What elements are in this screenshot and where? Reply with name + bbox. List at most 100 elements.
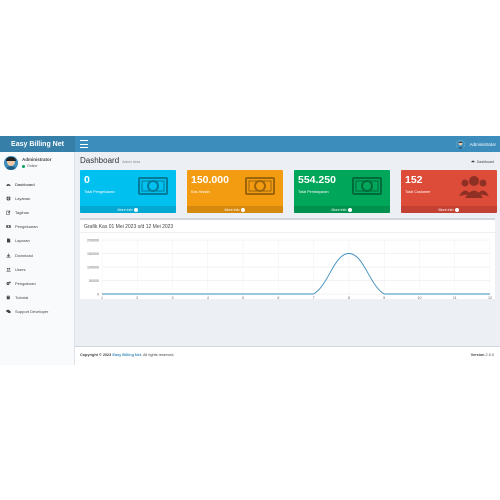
rights-text: All rights reserved.	[142, 353, 175, 357]
sidebar-item-label: Laporan	[15, 238, 30, 244]
box-label: Total Pembayaran	[298, 190, 329, 194]
sidebar-item-label: Pengeluaran	[15, 224, 38, 230]
x-tick-label: 11	[453, 296, 457, 300]
money-icon	[138, 174, 168, 198]
x-tick-label: 6	[277, 296, 279, 300]
series-line	[102, 253, 490, 295]
arrow-circle-right-icon	[134, 207, 139, 212]
sidebar-item-download[interactable]: Download	[0, 248, 75, 262]
box-label: Kas Harian	[191, 190, 210, 194]
money-icon	[6, 224, 11, 229]
x-tick-label: 10	[417, 296, 421, 300]
dashboard-icon	[471, 159, 475, 164]
arrow-circle-right-icon	[348, 207, 353, 212]
sidebar-item-label: Download	[15, 252, 33, 258]
app-logo[interactable]: Easy Billing Net	[0, 136, 75, 152]
box-value: 554.250	[298, 174, 336, 186]
x-tick-label: 1	[101, 296, 103, 300]
box-value: 0	[84, 174, 90, 186]
version-number: 2.0.0	[485, 353, 494, 357]
more-info-link[interactable]: More info	[401, 206, 497, 213]
sidebar-item-tagihan[interactable]: Tagihan	[0, 205, 75, 219]
x-tick-label: 4	[207, 296, 209, 300]
sidebar-toggle-icon[interactable]	[80, 140, 88, 148]
y-tick-label: 0	[97, 292, 99, 296]
small-box-total-pengeluaran: 0 Total Pengeluaran More info	[80, 170, 176, 213]
top-navbar: Administrator	[75, 136, 500, 152]
breadcrumb-item: Dashboard	[476, 159, 494, 164]
footer-copyright: Copyright © 2023 Easy Billing Net. All r…	[80, 353, 174, 357]
users-icon	[459, 174, 489, 198]
sidebar-item-label: Tagihan	[15, 209, 30, 215]
sidebar-item-layanan[interactable]: Layanan	[0, 191, 75, 205]
page-subtitle: Admin Area	[122, 160, 141, 164]
copyright-text: Copyright © 2023	[80, 353, 112, 357]
x-tick-label: 3	[172, 296, 174, 300]
brand-link[interactable]: Easy Billing Net.	[112, 353, 143, 357]
sidebar-item-pengeluaran[interactable]: Pengeluaran	[0, 220, 75, 234]
edit-icon	[6, 210, 11, 215]
arrow-circle-right-icon	[241, 207, 246, 212]
more-info-label: More info	[224, 207, 240, 212]
money-icon	[352, 174, 382, 198]
y-tick-label: 50000	[89, 279, 99, 283]
x-tick-label: 2	[136, 296, 138, 300]
more-info-label: More info	[331, 207, 347, 212]
sidebar-item-dashboard[interactable]: Dashboard	[0, 177, 75, 191]
more-info-link[interactable]: More info	[294, 206, 390, 213]
x-tick-label: 12	[488, 296, 492, 300]
x-tick-label: 8	[348, 296, 350, 300]
page-title: Dashboard Admin Area	[80, 156, 140, 165]
small-box-total-customer: 152 Total Customer More info	[401, 170, 497, 213]
user-menu-name: Administrator	[469, 141, 496, 147]
sidebar-item-label: Users	[15, 266, 26, 272]
app-window: Easy Billing Net Administrator Administr…	[0, 136, 500, 365]
arrow-circle-right-icon	[455, 207, 460, 212]
sidebar-item-label: Dashboard	[15, 181, 35, 187]
sidebar-item-label: Tutorial	[15, 295, 29, 301]
page-title-text: Dashboard	[80, 156, 120, 165]
comments-icon	[6, 309, 11, 314]
sidebar-item-support-developer[interactable]: Support Developer	[0, 305, 75, 319]
sidebar-item-label: Support Developer	[15, 309, 49, 315]
chart-title: Grafik Kas 01 Mei 2023 s/d 12 Mei 2023	[84, 224, 174, 230]
box-value: 150.000	[191, 174, 229, 186]
online-status-icon	[22, 164, 25, 168]
more-info-link[interactable]: More info	[187, 206, 283, 213]
sidebar-item-pengaturan[interactable]: Pengaturan	[0, 276, 75, 290]
user-panel: Administrator Online	[4, 156, 71, 174]
sidebar-item-label: Pengaturan	[15, 280, 36, 286]
footer-version: Version 2.0.0	[471, 353, 494, 357]
gears-icon	[6, 281, 11, 286]
x-tick-label: 5	[242, 296, 244, 300]
globe-icon	[6, 196, 11, 201]
users-icon	[6, 267, 11, 272]
box-label: Total Pengeluaran	[84, 190, 115, 194]
user-menu[interactable]: Administrator	[456, 139, 496, 149]
box-label: Total Customer	[405, 190, 431, 194]
main-footer: Copyright © 2023 Easy Billing Net. All r…	[75, 346, 500, 365]
small-box-total-pembayaran: 554.250 Total Pembayaran More info	[294, 170, 390, 213]
box-value: 152	[405, 174, 423, 186]
sidebar-item-label: Layanan	[15, 195, 31, 201]
status-text: Online	[27, 164, 38, 168]
y-tick-label: 100000	[87, 265, 99, 269]
info-boxes: 0 Total Pengeluaran More info 150.000 Ka…	[80, 170, 497, 213]
sidebar-item-laporan[interactable]: Laporan	[0, 234, 75, 248]
user-avatar-icon	[456, 139, 466, 149]
more-info-link[interactable]: More info	[80, 206, 176, 213]
sidebar-item-users[interactable]: Users	[0, 262, 75, 276]
breadcrumb[interactable]: Dashboard	[471, 159, 494, 164]
file-icon	[6, 238, 11, 243]
dashboard-icon	[6, 182, 11, 187]
more-info-label: More info	[438, 207, 454, 212]
y-tick-label: 150000	[87, 252, 99, 256]
y-tick-label: 200000	[87, 238, 99, 242]
avatar	[4, 156, 18, 170]
money-icon	[245, 174, 275, 198]
sidebar-item-tutorial[interactable]: Tutorial	[0, 291, 75, 305]
x-tick-label: 9	[383, 296, 385, 300]
download-icon	[6, 253, 11, 258]
chart-box: Grafik Kas 01 Mei 2023 s/d 12 Mei 2023 2…	[80, 218, 495, 300]
small-box-kas-harian: 150.000 Kas Harian More info	[187, 170, 283, 213]
